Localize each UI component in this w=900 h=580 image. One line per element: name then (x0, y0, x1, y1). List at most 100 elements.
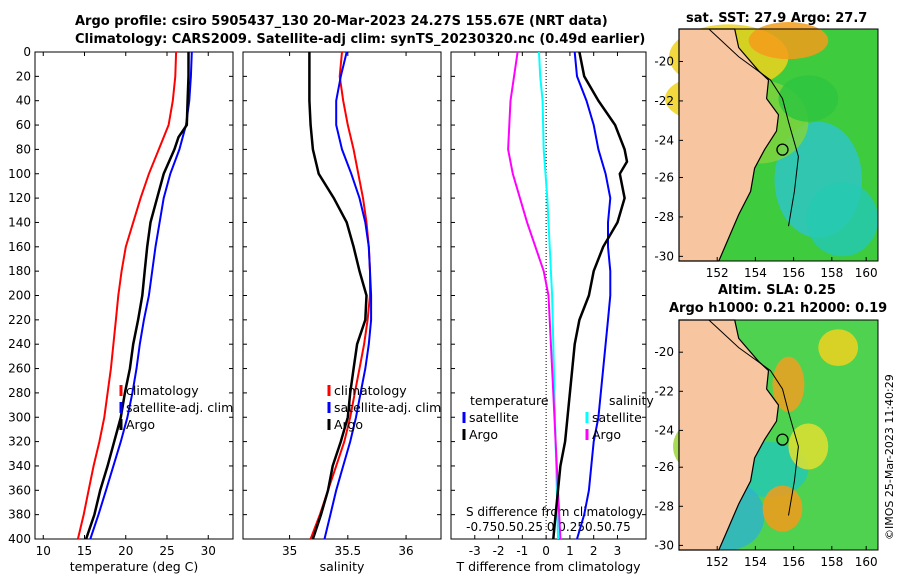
depth-tick-label: 240 (8, 337, 31, 351)
map-sst-lat-label: -26 (654, 170, 674, 184)
temperature-xtick-label: 10 (36, 544, 51, 558)
difference-xtick-label: 1 (566, 544, 574, 558)
map-sla-anomaly-patch (788, 423, 829, 470)
salinity-xtick-label: 35.5 (334, 544, 361, 558)
salinity-plot-frame (242, 51, 442, 540)
sst-map-title: sat. SST: 27.9 Argo: 27.7 (686, 11, 868, 26)
difference-xtick-label: 0 (542, 544, 550, 558)
diff-legend-label: satellite (469, 410, 519, 425)
difference-series-salinity-argo (507, 51, 562, 540)
difference-xtick-label: 2 (590, 544, 598, 558)
map-sst-anomaly-patch (778, 75, 839, 122)
salinity-diff-axis-label: S difference from climatology (466, 505, 643, 519)
map-sla-lon-label: 160 (855, 555, 878, 569)
depth-tick-label: 80 (16, 142, 31, 156)
map-sst-lat-label: -22 (654, 94, 674, 108)
depth-tick-label: 340 (8, 459, 31, 473)
map-sst-lat-label: -30 (654, 249, 674, 263)
legend-group-temperature: temperature (470, 393, 549, 408)
map-sla-lat-label: -24 (654, 423, 674, 437)
map-sla-reef-contour (708, 319, 799, 516)
diff-legend-label: Argo (469, 427, 498, 442)
salinity-series-argo (308, 52, 368, 540)
temperature-xlabel: temperature (deg C) (70, 559, 199, 574)
depth-tick-label: 320 (8, 435, 31, 449)
salinity-diff-axis-ticks: -0.750.50.25 0 0.250.50.75 (466, 520, 631, 534)
difference-series-salinity-adj-clim-blue- (573, 51, 612, 540)
temperature-legend-label: Argo (126, 417, 155, 432)
map-sst-argo-location-marker (776, 143, 789, 156)
temperature-series-argo (84, 52, 190, 540)
temperature-xtick-label: 15 (77, 544, 92, 558)
temperature-legend-label: satellite-adj. clim (126, 400, 233, 415)
depth-tick-label: 180 (8, 264, 31, 278)
figure-title-line1: Argo profile: csiro 5905437_130 20-Mar-2… (75, 14, 608, 29)
map-sst-anomaly-patch (806, 182, 878, 257)
map-sla-lon-label: 154 (744, 555, 767, 569)
map-sla-argo-location-marker (776, 433, 789, 446)
depth-tick-label: 60 (16, 118, 31, 132)
sla-map-title-line1: Altim. SLA: 0.25 (718, 283, 836, 298)
map-sla-anomaly-patch (772, 356, 805, 412)
diff-legend-label: satellite (592, 410, 642, 425)
map-sla-lat-label: -20 (654, 345, 674, 359)
depth-tick-label: 40 (16, 94, 31, 108)
salinity-legend-label: climatology (334, 383, 407, 398)
difference-xlabel: T difference from climatology (455, 559, 641, 574)
map-sla-lon-label: 158 (820, 555, 843, 569)
depth-tick-label: 360 (8, 483, 31, 497)
map-sst-anomaly-patch (748, 22, 829, 60)
sla-map-title-line2: Argo h1000: 0.21 h2000: 0.19 (669, 301, 888, 316)
temperature-series-climatology (76, 51, 178, 540)
diff-legend-label: Argo (592, 427, 621, 442)
map-sst-lon-label: 160 (855, 266, 878, 280)
map-sst-lon-label: 154 (744, 266, 767, 280)
legend-group-salinity: salinity (609, 393, 654, 408)
map-sst-land (678, 28, 780, 262)
map-sla-lat-label: -26 (654, 460, 674, 474)
depth-tick-label: 0 (23, 45, 31, 59)
depth-tick-label: 100 (8, 167, 31, 181)
salinity-xtick-label: 35 (282, 544, 297, 558)
map-sst-lon-label: 156 (782, 266, 805, 280)
temperature-xtick-label: 30 (201, 544, 216, 558)
depth-tick-label: 20 (16, 69, 31, 83)
depth-tick-label: 220 (8, 313, 31, 327)
map-sla-land (678, 319, 780, 551)
depth-tick-label: 380 (8, 508, 31, 522)
temperature-plot-frame (34, 51, 234, 540)
map-sst-lon-label: 152 (706, 266, 729, 280)
map-sla-frame (678, 319, 879, 551)
imos-timestamp: ©IMOS 25-Mar-2023 11:40:29 (883, 374, 896, 540)
salinity-legend-label: Argo (334, 417, 363, 432)
map-sst-lat-label: -24 (654, 133, 674, 147)
depth-tick-label: 140 (8, 215, 31, 229)
temperature-series-satellite-adj-clim (89, 51, 193, 540)
map-sla-lat-label: -22 (654, 384, 674, 398)
salinity-series-satellite-adj-clim (323, 51, 373, 540)
temperature-xtick-label: 20 (118, 544, 133, 558)
map-sla-anomaly-patch (762, 485, 803, 532)
map-sst-lon-label: 158 (820, 266, 843, 280)
depth-tick-label: 260 (8, 362, 31, 376)
temperature-xtick-label: 25 (159, 544, 174, 558)
difference-xtick-label: -3 (469, 544, 481, 558)
map-sst-frame (678, 28, 879, 262)
depth-tick-label: 200 (8, 289, 31, 303)
salinity-xtick-label: 36 (398, 544, 413, 558)
map-sla-lon-label: 152 (706, 555, 729, 569)
depth-tick-label: 280 (8, 386, 31, 400)
temperature-legend-label: climatology (126, 383, 199, 398)
map-sla-lon-label: 156 (782, 555, 805, 569)
difference-xtick-label: -2 (493, 544, 505, 558)
map-sla-lat-label: -30 (654, 538, 674, 552)
salinity-legend-label: satellite-adj. clim (334, 400, 441, 415)
depth-tick-label: 300 (8, 410, 31, 424)
salinity-series-climatology (309, 51, 371, 540)
difference-series-argo-temperature-difference-black- (552, 51, 629, 540)
map-sla-anomaly-patch (818, 329, 859, 366)
difference-xtick-label: 3 (614, 544, 622, 558)
depth-tick-label: 400 (8, 532, 31, 546)
map-sst-lat-label: -28 (654, 210, 674, 224)
